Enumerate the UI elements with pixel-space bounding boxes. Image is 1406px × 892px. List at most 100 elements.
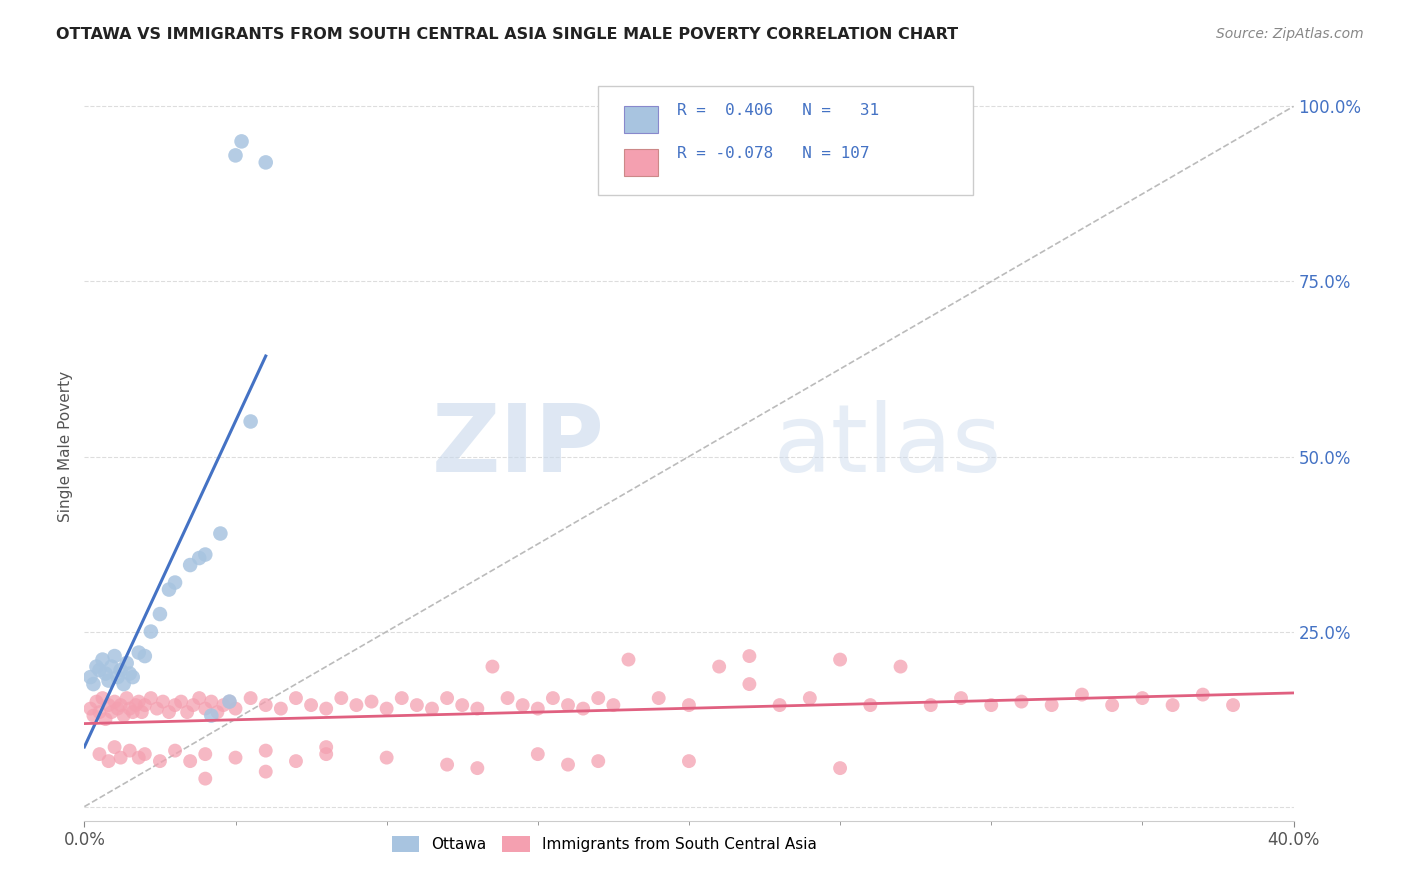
Point xyxy=(481,659,503,673)
Point xyxy=(512,698,534,712)
Point xyxy=(980,698,1002,712)
Point xyxy=(1101,698,1123,712)
FancyBboxPatch shape xyxy=(599,87,973,195)
Point xyxy=(149,754,172,768)
Point xyxy=(121,705,143,719)
Point xyxy=(299,698,322,712)
Point xyxy=(1130,691,1153,706)
Point xyxy=(194,548,217,562)
Point xyxy=(950,691,973,706)
Point xyxy=(157,582,180,597)
Point xyxy=(131,705,153,719)
Point xyxy=(225,148,247,162)
Point xyxy=(134,698,156,712)
Point xyxy=(225,701,247,715)
Point xyxy=(91,691,114,706)
Point xyxy=(89,663,111,677)
Point xyxy=(86,695,108,709)
Point xyxy=(107,701,129,715)
Point xyxy=(1161,698,1184,712)
Point xyxy=(239,691,262,706)
Point xyxy=(97,698,120,712)
Point xyxy=(128,750,150,764)
Point xyxy=(134,747,156,761)
Point xyxy=(110,663,132,677)
Point xyxy=(165,743,187,757)
Point xyxy=(285,754,308,768)
Point xyxy=(315,740,337,755)
Point xyxy=(678,754,700,768)
Point xyxy=(188,551,211,566)
Point xyxy=(557,757,579,772)
Point xyxy=(194,701,217,715)
Point xyxy=(406,698,429,712)
Point xyxy=(572,701,595,715)
Point xyxy=(1222,698,1244,712)
Point xyxy=(1011,695,1033,709)
Point xyxy=(79,670,101,684)
Point xyxy=(97,673,120,688)
Point xyxy=(115,691,138,706)
Point xyxy=(678,698,700,712)
Point xyxy=(89,705,111,719)
Point xyxy=(207,705,229,719)
Point xyxy=(107,670,129,684)
Point xyxy=(859,698,882,712)
Point xyxy=(118,701,141,715)
Point xyxy=(104,740,127,755)
Point xyxy=(225,750,247,764)
Point xyxy=(830,652,852,666)
Text: atlas: atlas xyxy=(773,400,1002,492)
Text: ZIP: ZIP xyxy=(432,400,605,492)
Point xyxy=(100,659,122,673)
Point xyxy=(209,526,232,541)
Point xyxy=(152,695,174,709)
Point xyxy=(254,764,277,779)
Point xyxy=(602,698,624,712)
Point xyxy=(94,712,117,726)
Point xyxy=(1192,688,1215,702)
Point xyxy=(128,646,150,660)
Point xyxy=(91,652,114,666)
Point xyxy=(617,652,640,666)
Point xyxy=(181,698,204,712)
Point xyxy=(436,757,458,772)
Point xyxy=(375,750,398,764)
Point xyxy=(194,747,217,761)
Point xyxy=(360,695,382,709)
Point xyxy=(541,691,564,706)
Point xyxy=(100,705,122,719)
Point xyxy=(176,705,198,719)
Point xyxy=(436,691,458,706)
Point xyxy=(648,691,671,706)
Point xyxy=(285,691,308,706)
Point xyxy=(254,155,277,169)
Point xyxy=(830,761,852,775)
Point xyxy=(89,747,111,761)
Point xyxy=(82,677,104,691)
Point xyxy=(709,659,731,673)
Text: Source: ZipAtlas.com: Source: ZipAtlas.com xyxy=(1216,27,1364,41)
Point xyxy=(112,677,135,691)
Point xyxy=(170,695,193,709)
Point xyxy=(270,701,292,715)
Point xyxy=(118,743,141,757)
Legend: Ottawa, Immigrants from South Central Asia: Ottawa, Immigrants from South Central As… xyxy=(385,830,823,858)
Point xyxy=(315,747,337,761)
Point xyxy=(588,754,610,768)
Point xyxy=(375,701,398,715)
Text: R =  0.406   N =   31: R = 0.406 N = 31 xyxy=(676,103,879,118)
Point xyxy=(254,743,277,757)
Point xyxy=(557,698,579,712)
Point xyxy=(738,649,761,664)
Point xyxy=(451,698,474,712)
Point xyxy=(134,649,156,664)
Point xyxy=(330,691,353,706)
Point xyxy=(799,691,821,706)
Point xyxy=(218,695,240,709)
Point xyxy=(391,691,413,706)
Point xyxy=(179,754,201,768)
Point xyxy=(769,698,792,712)
Point xyxy=(188,691,211,706)
Point xyxy=(467,761,489,775)
